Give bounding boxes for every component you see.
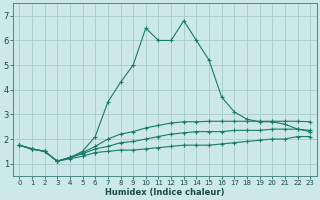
X-axis label: Humidex (Indice chaleur): Humidex (Indice chaleur) — [105, 188, 225, 197]
